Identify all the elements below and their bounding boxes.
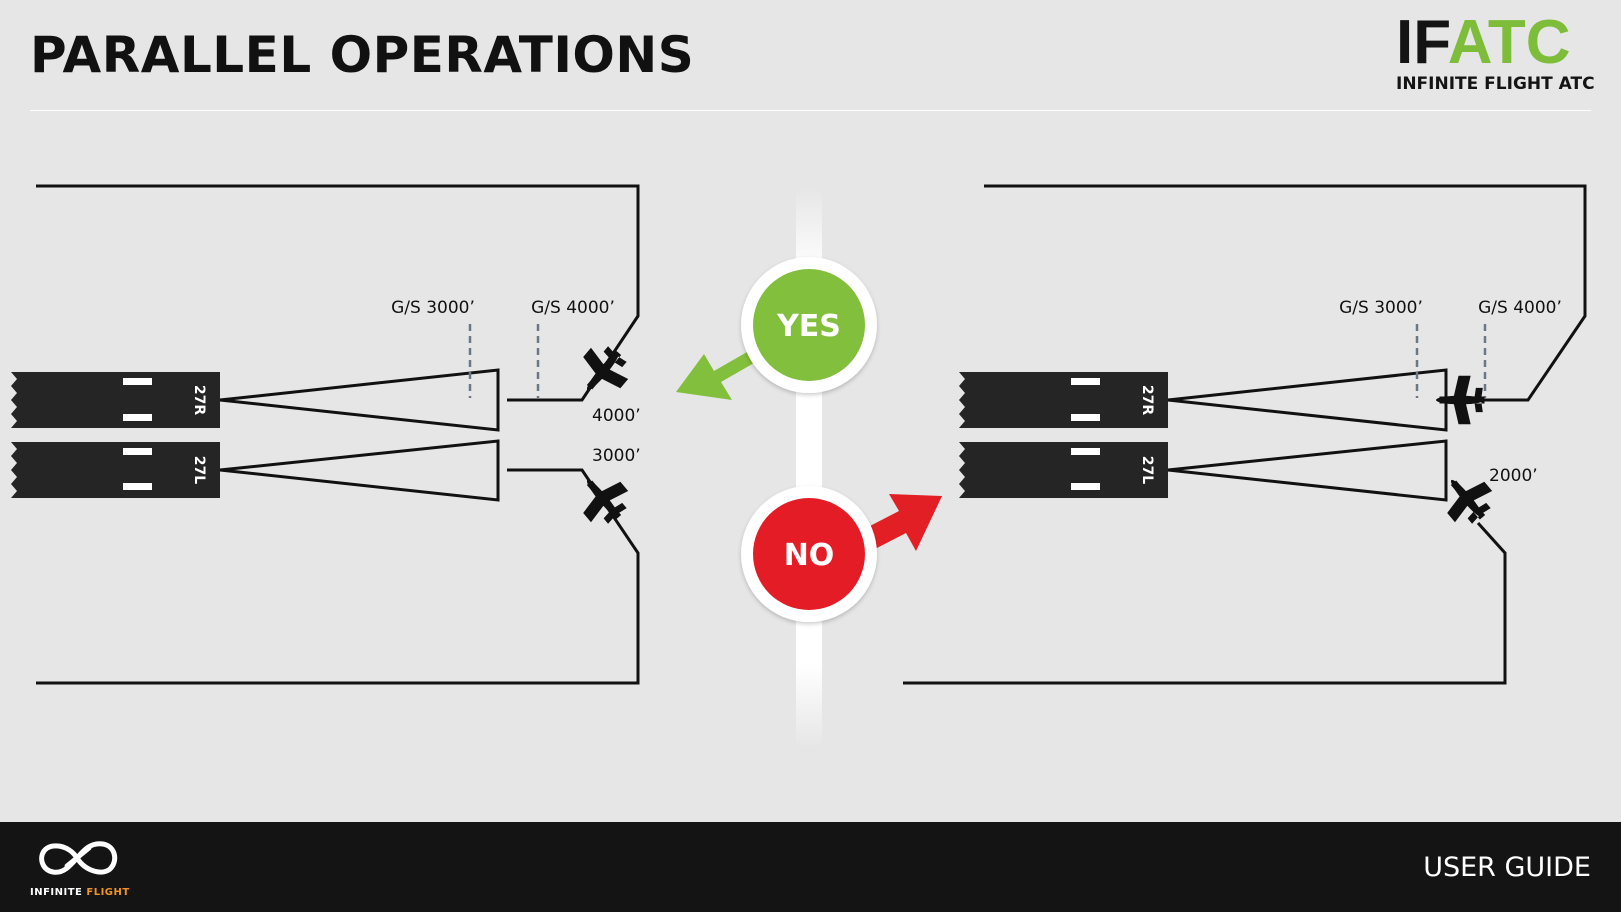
- left-runway-27r-label: 27R: [191, 385, 207, 415]
- right-pattern-top: [984, 184, 1587, 402]
- logo-text-atc: ATC: [1447, 8, 1571, 77]
- left-top-aircraft-icon: [568, 337, 638, 406]
- right-runway-27r-label: 27R: [1139, 385, 1155, 415]
- right-cone-27l: [1167, 439, 1448, 502]
- left-top-altitude: 4000’: [592, 406, 641, 426]
- left-pattern-top: [36, 184, 640, 402]
- logo-text-if: IF: [1396, 8, 1448, 77]
- yes-arrow: [676, 352, 754, 400]
- left-bottom-altitude: 3000’: [592, 446, 641, 466]
- left-runway-27l-label: 27L: [191, 456, 207, 484]
- right-gs-3000-label: G/S 3000’: [1339, 298, 1423, 318]
- right-pattern-bottom: [903, 521, 1507, 685]
- left-bottom-aircraft-icon: [568, 464, 638, 533]
- yes-badge: YES: [741, 257, 877, 393]
- left-gs-3000-label: G/S 3000’: [391, 298, 475, 318]
- brand-name-accent: FLIGHT: [86, 887, 130, 898]
- left-gs-4000-label: G/S 4000’: [531, 298, 615, 318]
- right-top-aircraft-icon: [1436, 375, 1485, 425]
- right-runway-27l: 27L: [959, 442, 1168, 498]
- header-divider: [30, 110, 1591, 111]
- left-cone-27l: [219, 439, 500, 502]
- left-runway-27l: 27L: [11, 442, 220, 498]
- ifatc-logo: IFATC INFINITE FLIGHT ATC: [1396, 12, 1596, 98]
- user-guide-label: USER GUIDE: [1423, 852, 1591, 883]
- right-bottom-altitude: 2000’: [1489, 466, 1538, 486]
- left-runway-27r: 27R: [11, 372, 220, 428]
- page-title: PARALLEL OPERATIONS: [30, 26, 695, 84]
- left-pattern-bottom: [36, 468, 640, 685]
- right-cone-27r: [1167, 368, 1448, 432]
- no-label: NO: [784, 538, 835, 573]
- brand-name: INFINITE FLIGHT: [30, 887, 130, 898]
- right-scenario: 27R 27L G/S 3000’ G/S 4000’ 2000’: [903, 184, 1587, 685]
- right-runway-27l-label: 27L: [1139, 456, 1155, 484]
- no-arrow: [868, 494, 942, 551]
- no-badge: NO: [741, 486, 877, 622]
- right-gs-4000-label: G/S 4000’: [1478, 298, 1562, 318]
- yes-label: YES: [776, 309, 841, 344]
- logo-subtitle: INFINITE FLIGHT ATC: [1396, 74, 1595, 94]
- left-cone-27r: [219, 368, 500, 432]
- right-runway-27r: 27R: [959, 372, 1168, 428]
- footer-bar: INFINITE FLIGHT USER GUIDE: [0, 822, 1621, 912]
- brand-name-main: INFINITE: [30, 887, 83, 898]
- left-scenario: 27R 27L G/S 3000’ G/S 4000’ 4000’ 3000’: [11, 184, 641, 685]
- infinite-flight-logo-icon: [39, 841, 118, 875]
- logo-wordmark: IFATC: [1396, 12, 1571, 74]
- parallel-ops-diagram: 27R 27L G/S 3000’ G/S 4000’ 4000’ 3000’: [11, 184, 1587, 748]
